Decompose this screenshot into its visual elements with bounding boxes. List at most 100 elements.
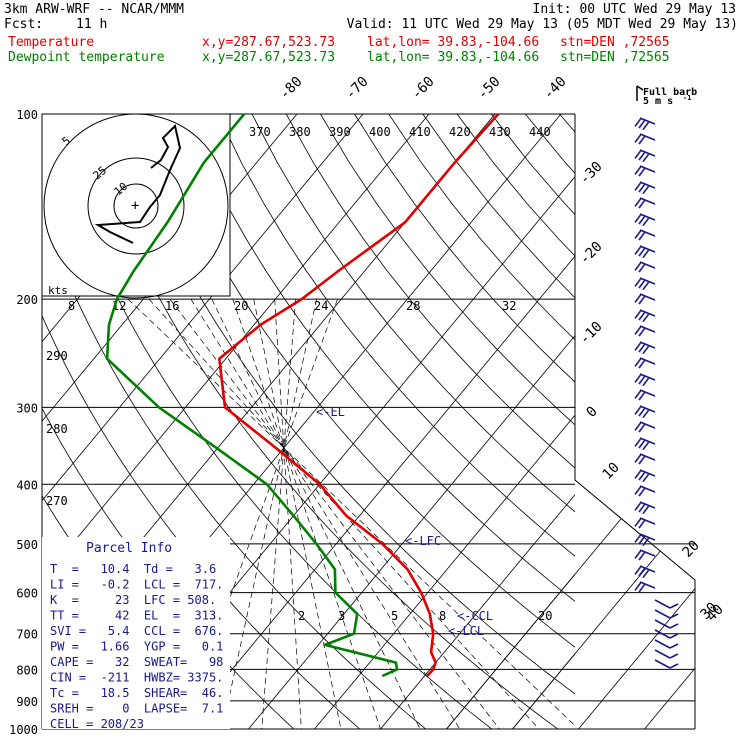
wind-barb	[634, 181, 656, 195]
isotherm-line	[512, 653, 575, 729]
dry-adiabat	[559, 114, 575, 133]
wind-barb	[634, 213, 656, 227]
wind-barb	[654, 639, 679, 649]
isotherm-line	[512, 300, 695, 729]
pressure-tick-label: 300	[16, 401, 38, 415]
wind-barb	[654, 619, 679, 629]
dry-adiabat	[217, 114, 575, 557]
isotherm-line	[380, 494, 575, 729]
parcel-row: K = 23 LFC = 508.	[50, 593, 216, 607]
parcel-info-box: Parcel Info T = 10.4 Td = 3.6 LI = -0.2 L…	[42, 537, 230, 731]
theta-label: 370	[249, 125, 271, 139]
parcel-row: SREH = 0 LAPSE= 7.1	[50, 702, 223, 716]
wind-barb	[634, 549, 656, 561]
dry-adiabat	[46, 114, 492, 729]
wind-barb	[654, 629, 679, 639]
valid-time: Valid: 11 UTC Wed 29 May 13 (05 MDT Wed …	[346, 17, 738, 32]
theta-label: 380	[289, 125, 311, 139]
hodograph-ring-outer	[43, 113, 229, 299]
parcel-row: TT = 42 EL = 313.	[50, 609, 223, 623]
wind-barb	[634, 437, 656, 451]
theta-label: 410	[409, 125, 431, 139]
wind-barb	[634, 261, 656, 273]
wind-barb	[634, 245, 656, 259]
isotherm-label-side: 20	[680, 538, 703, 561]
mixing-ratio-label: 28	[406, 299, 420, 313]
dry-adiabat	[524, 114, 575, 174]
dry-adiabat	[115, 114, 575, 695]
isotherm-label-side: -20	[577, 239, 606, 268]
isotherm-line	[182, 255, 575, 729]
dewpoint-legend: Dewpoint temperature	[8, 50, 165, 65]
wind-barb	[634, 357, 656, 369]
wind-barb	[654, 609, 679, 619]
wind-barb	[634, 309, 656, 323]
mixing-ratio-label: 8	[68, 299, 75, 313]
dry-adiabat	[285, 114, 575, 469]
dewpoint-latlon: lat,lon= 39.83,-104.66	[367, 50, 540, 65]
isotherm-line	[446, 573, 575, 729]
theta-label: 440	[529, 125, 551, 139]
isotherm-line	[644, 300, 695, 729]
parcel-row: LI = -0.2 LCL = 717.	[50, 578, 223, 592]
isotherm-line	[42, 114, 430, 581]
pressure-tick-label: 1000	[9, 723, 38, 737]
wind-barb	[634, 469, 656, 483]
mixing-ratio-label: 16	[165, 299, 179, 313]
hodograph-units: kts	[48, 284, 68, 297]
wind-barb	[634, 421, 656, 433]
isotherm-line	[42, 114, 364, 502]
moist-adiabat	[261, 299, 296, 729]
mixing-ratio-label: 8	[439, 609, 446, 623]
wind-barb	[634, 389, 656, 401]
pressure-tick-label: 500	[16, 538, 38, 552]
theta-label: 290	[46, 349, 68, 363]
parcel-row: PW = 1.66 YGP = 0.1	[50, 640, 223, 654]
wind-barb	[634, 501, 656, 515]
dry-adiabat	[251, 114, 575, 513]
theta-label: 400	[369, 125, 391, 139]
hodograph-center: +	[131, 198, 139, 214]
hodograph-ring-mid	[87, 157, 185, 255]
isotherm-label-side: -10	[577, 319, 606, 348]
hodograph-trace	[94, 124, 182, 244]
wind-barb-legend: Full barb 5 m s -1	[636, 85, 697, 107]
moist-adiabat	[182, 298, 338, 729]
isotherm-line	[446, 300, 695, 729]
ccl-marker: <-CCL	[457, 609, 493, 623]
pressure-tick-label: 700	[16, 628, 38, 642]
frame-right	[574, 114, 696, 729]
wind-barb	[634, 533, 656, 547]
pressure-tick-label: 800	[16, 663, 38, 677]
mixing-ratio-label: 2	[298, 609, 305, 623]
theta-label: 430	[489, 125, 511, 139]
theta-label: 270	[46, 494, 68, 508]
mixing-ratio-label: 24	[314, 299, 328, 313]
isotherm-label-top: -40	[540, 74, 569, 103]
barb-legend-units: 5 m s	[643, 96, 673, 107]
wind-barb	[634, 485, 656, 497]
temperature-legend: Temperature	[8, 35, 95, 50]
isotherm-line	[645, 114, 740, 729]
forecast-label: Fcst:	[4, 17, 44, 32]
theta-label: 390	[329, 125, 351, 139]
mixing-ratio-label: 32	[502, 299, 516, 313]
dry-adiabat	[456, 114, 575, 257]
parcel-row: CIN = -211 HWBZ= 3375.	[50, 671, 223, 685]
moist-adiabat	[148, 298, 540, 729]
dry-adiabat	[183, 114, 575, 602]
pressure-tick-label: 900	[16, 695, 38, 709]
theta-label: 280	[46, 422, 68, 436]
theta-label: 420	[449, 125, 471, 139]
wind-barb	[634, 165, 656, 177]
wind-barb	[654, 599, 679, 609]
wind-barb	[654, 659, 679, 669]
parcel-row: CELL = 208/23	[50, 717, 144, 731]
dry-adiabat	[149, 114, 575, 648]
pressure-tick-label: 200	[16, 293, 38, 307]
mixing-ratio-label: 3	[338, 609, 345, 623]
isotherm-label-side: 10	[600, 460, 623, 483]
wind-barb	[634, 277, 656, 291]
wind-barb	[634, 405, 656, 419]
